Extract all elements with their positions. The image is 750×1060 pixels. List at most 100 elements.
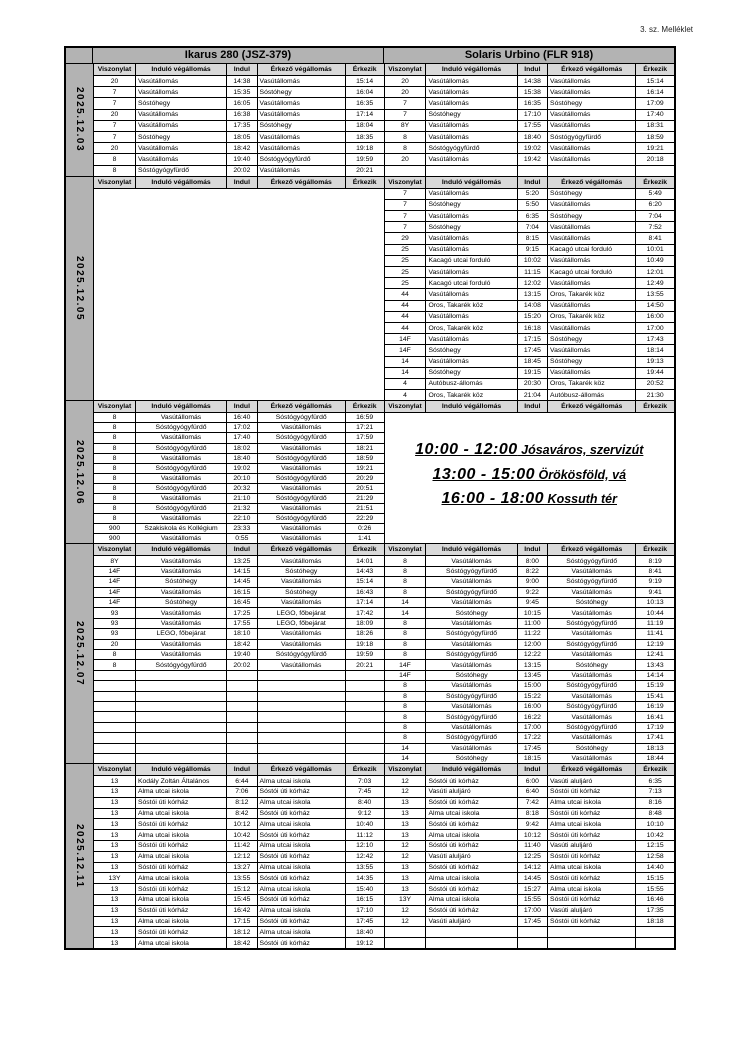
- arrive-cell: 15:14: [356, 77, 374, 85]
- arrive-cell: 19:12: [356, 939, 374, 947]
- table-row: 8 Vasútállomás 12:00 Sóstógyógyfürdő 12:19: [384, 639, 674, 650]
- arrive-cell: 15:14: [356, 578, 374, 586]
- to-cell: Vasútállomás: [258, 98, 346, 109]
- arrive-cell: 11:12: [356, 831, 373, 839]
- column-header: Érkezik: [643, 546, 668, 554]
- route-cell: 29: [385, 233, 427, 244]
- table-row: 13 Sóstói úti kórház 9:42 Alma utcai iskola…: [384, 819, 674, 831]
- table-row: 14 Sóstóhegy 10:15 Vasútállomás 10:44: [384, 608, 674, 619]
- note-line: 16:00 - 18:00 Kossuth tér: [442, 490, 618, 508]
- column-header: Viszonylat: [385, 64, 427, 75]
- from-cell: Vasútállomás: [136, 514, 228, 524]
- route-cell: 20: [385, 154, 427, 165]
- depart-cell: 19:42: [518, 154, 549, 165]
- arrive-cell: 18:04: [356, 122, 374, 130]
- from-cell: Vasútállomás: [136, 494, 228, 504]
- depart-cell: 10:42: [227, 830, 258, 841]
- route-cell: 8: [385, 639, 427, 649]
- depart-cell: 18:45: [518, 356, 549, 367]
- arrive-cell: 19:18: [356, 144, 374, 152]
- from-cell: Vasútállomás: [426, 681, 518, 691]
- depart-cell: 12:12: [227, 851, 258, 862]
- depart-cell: 17:10: [518, 109, 549, 120]
- table-row: 14 Sóstóhegy 18:15 Vasútállomás 18:44: [385, 753, 675, 764]
- from-cell: Sóstógyógyfürdő: [136, 423, 228, 433]
- arrive-cell: 12:58: [646, 853, 664, 861]
- to-cell: [258, 753, 346, 764]
- route-cell: [94, 691, 136, 701]
- column-header: Indul: [227, 176, 258, 188]
- route-cell: 7: [385, 211, 427, 222]
- from-cell: Vasútállomás: [426, 660, 518, 670]
- to-cell: Vasútállomás: [548, 670, 637, 681]
- note-line: 13:00 - 15:00 Örökösföld, vá: [432, 466, 626, 484]
- arrive-cell: 17:45: [356, 918, 374, 926]
- to-cell: Alma utcai iskola: [548, 884, 637, 895]
- depart-cell: 13:25: [227, 556, 258, 566]
- from-cell: Sóstói úti kórház: [136, 884, 228, 895]
- table-row: 12 Sóstói úti kórház 6:00 Vasúti aluljáró 6:…: [384, 776, 674, 788]
- depart-cell: 10:12: [518, 830, 549, 841]
- to-cell: Vasúti aluljáró: [548, 776, 637, 787]
- depart-cell: 6:35: [518, 211, 549, 222]
- table-row: [94, 712, 384, 723]
- from-cell: Vasútállomás: [426, 598, 518, 608]
- from-cell: Sóstóhegy: [426, 222, 518, 233]
- table-row: 13 Alma utcai iskola 10:12 Sóstói úti kórhá…: [384, 830, 674, 842]
- from-cell: Alma utcai iskola: [136, 916, 228, 927]
- table-row: 14 Sóstóhegy 19:15 Vasútállomás 19:44: [384, 367, 674, 379]
- to-cell: Sóstói úti kórház: [548, 873, 637, 884]
- table-row: 8 Sóstógyógyfürdő 20:02 Vasútállomás 20:21: [94, 660, 384, 671]
- to-cell: Vasútállomás: [548, 109, 637, 120]
- route-cell: 13: [94, 862, 136, 873]
- from-cell: Sóstógyógyfürdő: [136, 165, 228, 176]
- depart-cell: 13:15: [518, 660, 549, 670]
- from-cell: Sóstógyógyfürdő: [426, 566, 518, 577]
- depart-cell: 10:02: [518, 255, 549, 266]
- depart-cell: 16:45: [227, 598, 258, 608]
- table-row: 8 Sóstógyógyfürdő 17:22 Vasútállomás 17:41: [384, 733, 674, 744]
- arrive-cell: 7:52: [648, 223, 662, 231]
- from-cell: Vasútállomás: [426, 722, 518, 733]
- table-row: 13 Alma utcai iskola 8:42 Sóstói úti kórház…: [94, 808, 384, 820]
- route-cell: 14: [385, 356, 427, 367]
- route-cell: 8: [385, 649, 427, 660]
- arrive-cell: 15:19: [646, 682, 664, 690]
- arrive-cell: 21:29: [356, 495, 374, 503]
- route-cell: 13: [94, 851, 136, 862]
- depart-cell: [227, 691, 258, 701]
- table-row: 12 Vasúti aluljáró 17:45 Sóstói úti kórház 1…: [384, 916, 674, 928]
- from-cell: Vasútállomás: [426, 743, 518, 753]
- note-time-range: 13:00 - 15:00: [432, 465, 536, 483]
- table-row: 8 Sóstógyógyfürdő 12:22 Vasútállomás 12:41: [384, 649, 674, 661]
- right-half: Viszonylat Induló végállomás Indul Érkező v…: [383, 401, 674, 544]
- to-cell: Vasútállomás: [258, 504, 346, 514]
- route-cell: 8: [94, 165, 136, 176]
- column-header: Érkezik: [352, 766, 377, 774]
- from-cell: Vasútállomás: [426, 120, 518, 131]
- table-row: 13Y Alma utcai iskola 15:55 Sóstói úti kórh…: [384, 895, 674, 906]
- arrive-cell: 16:15: [356, 896, 374, 904]
- from-cell: Vasútállomás: [426, 188, 518, 199]
- arrive-cell: 20:21: [356, 661, 374, 669]
- to-cell: Sóstógyógyfürdő: [258, 649, 346, 660]
- arrive-cell: [346, 733, 384, 742]
- from-cell: Sóstói úti kórház: [136, 797, 228, 808]
- depart-cell: 17:15: [227, 916, 258, 927]
- schedule-section: 2025.12.03 Viszonylat Induló végállomás Ind…: [66, 64, 674, 176]
- to-cell: Vasútállomás: [548, 199, 637, 211]
- to-cell: Sóstói úti kórház: [548, 808, 637, 819]
- route-cell: 13: [94, 916, 136, 927]
- route-cell: 20: [94, 109, 136, 120]
- route-cell: 12: [385, 841, 427, 851]
- column-header: Érkező végállomás: [548, 176, 637, 188]
- arrive-cell: 17:14: [356, 111, 374, 119]
- route-cell: 7: [94, 98, 136, 109]
- from-cell: Vasútállomás: [136, 639, 228, 649]
- arrive-cell: 17:41: [646, 734, 664, 742]
- to-cell: Sóstói úti kórház: [258, 938, 346, 949]
- from-cell: Alma utcai iskola: [136, 808, 228, 819]
- from-cell: Sóstógyógyfürdő: [136, 443, 228, 453]
- to-cell: Vasútállomás: [548, 120, 637, 131]
- route-cell: 25: [385, 278, 427, 289]
